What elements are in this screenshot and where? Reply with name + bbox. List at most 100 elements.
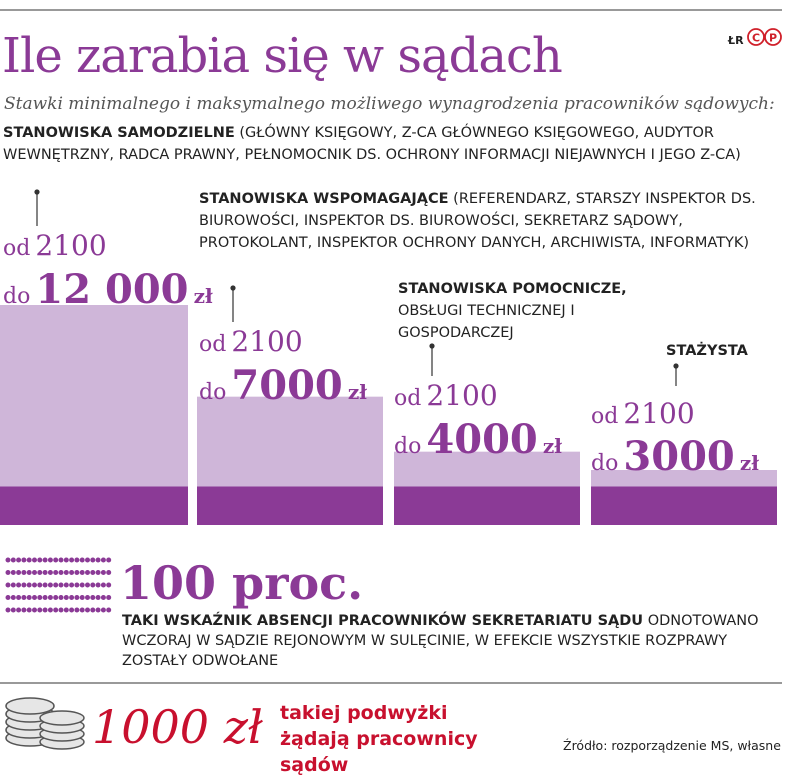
percent-dot — [74, 557, 80, 563]
percent-dot — [79, 595, 85, 600]
unit: zł — [739, 451, 759, 475]
leader-lines — [34, 189, 679, 386]
percent-dot — [32, 607, 37, 613]
percent-dot — [32, 595, 37, 600]
category-label: STANOWISKA WSPOMAGAJĄCE (REFERENDARZ, ST… — [199, 188, 759, 254]
category-name: STANOWISKA SAMODZIELNE — [3, 125, 235, 141]
min-prefix: od — [3, 236, 31, 261]
percent-dot — [32, 570, 37, 575]
percent-dot — [5, 582, 11, 588]
percent-dot — [85, 595, 90, 600]
min-label: od 2100 — [199, 328, 303, 356]
percent-dot — [47, 582, 53, 588]
percent-dot — [79, 557, 85, 563]
percent-dot — [85, 557, 90, 563]
percent-dot — [106, 557, 112, 563]
percent-dot — [5, 607, 11, 613]
percent-dot — [10, 607, 16, 613]
percent-dot — [90, 557, 96, 563]
percent-dot — [32, 557, 37, 563]
percent-dot — [16, 595, 22, 600]
min-value: 2100 — [623, 397, 695, 430]
percent-dot — [106, 607, 112, 613]
percent-dot — [47, 557, 53, 563]
percent-dot — [37, 570, 43, 575]
percent-dot — [37, 607, 43, 613]
percent-dot — [16, 557, 22, 563]
min-prefix: od — [394, 386, 422, 411]
percent-dot — [69, 557, 75, 563]
percent-dot — [10, 595, 16, 600]
logo-letter: P — [769, 32, 777, 45]
max-value: 12 000 — [35, 266, 189, 313]
category-label: STANOWISKA SAMODZIELNE (GŁÓWNY KSIĘGOWY,… — [3, 122, 763, 166]
min-value: 2100 — [231, 325, 303, 358]
percent-dot — [42, 607, 48, 613]
percent-dot — [16, 607, 22, 613]
min-label: od 2100 — [394, 382, 498, 410]
percent-dot — [37, 595, 43, 600]
bar-min — [591, 486, 777, 525]
min-value: 2100 — [35, 229, 107, 262]
percent-dot — [79, 570, 85, 575]
percent-dot — [100, 582, 106, 588]
percent-dot — [100, 570, 106, 575]
percent-dot — [90, 570, 96, 575]
percent-dot — [21, 570, 27, 575]
stat-lead: TAKI WSKAŹNIK ABSENCJI PRACOWNIKÓW SEKRE… — [122, 613, 644, 629]
percent-dot — [95, 582, 101, 588]
credit: ŁR — [728, 34, 744, 47]
max-label: do 4000 zł — [394, 420, 562, 460]
bar-min — [0, 486, 188, 525]
percent-dot — [21, 582, 27, 588]
percent-dot — [26, 607, 32, 613]
demand-amount: 1000 zł — [92, 700, 263, 754]
max-label: do 3000 zł — [591, 437, 759, 477]
percent-dot — [106, 570, 112, 575]
percent-dot — [26, 570, 32, 575]
percent-dot — [53, 570, 59, 575]
percent-dot — [85, 570, 90, 575]
percent-dot — [16, 570, 22, 575]
stat-unit: proc. — [232, 556, 364, 610]
percent-dot — [5, 557, 11, 563]
percent-dot — [69, 570, 75, 575]
percent-dot — [74, 595, 80, 600]
percent-dot — [10, 582, 16, 588]
logo: C P — [747, 28, 782, 46]
percent-dot — [47, 570, 53, 575]
demand-text: takiej podwyżki żądają pracownicy sądów — [280, 702, 478, 776]
percent-dot — [58, 570, 64, 575]
percent-dot — [16, 582, 22, 588]
percent-dot — [69, 595, 75, 600]
max-prefix: do — [394, 434, 422, 459]
stat-headline: 100 proc. — [120, 556, 363, 610]
percent-dot — [53, 557, 59, 563]
percent-dot — [69, 607, 75, 613]
max-label: do 7000 zł — [199, 366, 367, 406]
max-prefix: do — [199, 380, 227, 405]
unit: zł — [193, 284, 213, 308]
percent-dot — [58, 607, 64, 613]
bar-min — [197, 486, 383, 525]
percent-dot — [100, 607, 106, 613]
percent-dot — [79, 607, 85, 613]
percent-dot — [106, 582, 112, 588]
stat-text: TAKI WSKAŹNIK ABSENCJI PRACOWNIKÓW SEKRE… — [122, 611, 782, 671]
percent-dot — [37, 582, 43, 588]
max-prefix: do — [3, 284, 31, 309]
max-value: 7000 — [231, 362, 343, 409]
percent-dot — [90, 582, 96, 588]
category-label: STANOWISKA POMOCNICZE, OBSŁUGI TECHNICZN… — [398, 278, 638, 344]
max-label: do 12 000 zł — [3, 270, 213, 310]
percent-dot — [32, 582, 37, 588]
bar-min — [394, 486, 580, 525]
percent-dot — [79, 582, 85, 588]
infographic: C P ŁR Ile zarabia się w sądach Stawki m… — [0, 9, 782, 776]
category-detail: (GŁÓWNY KSIĘGOWY, Z-CA GŁÓWNEGO KSIĘGOWE… — [3, 125, 741, 163]
percent-dot — [63, 607, 69, 613]
category-name: STANOWISKA POMOCNICZE, — [398, 281, 627, 297]
title: Ile zarabia się w sądach — [2, 28, 563, 84]
percent-dot — [95, 570, 101, 575]
percent-dot — [21, 595, 27, 600]
